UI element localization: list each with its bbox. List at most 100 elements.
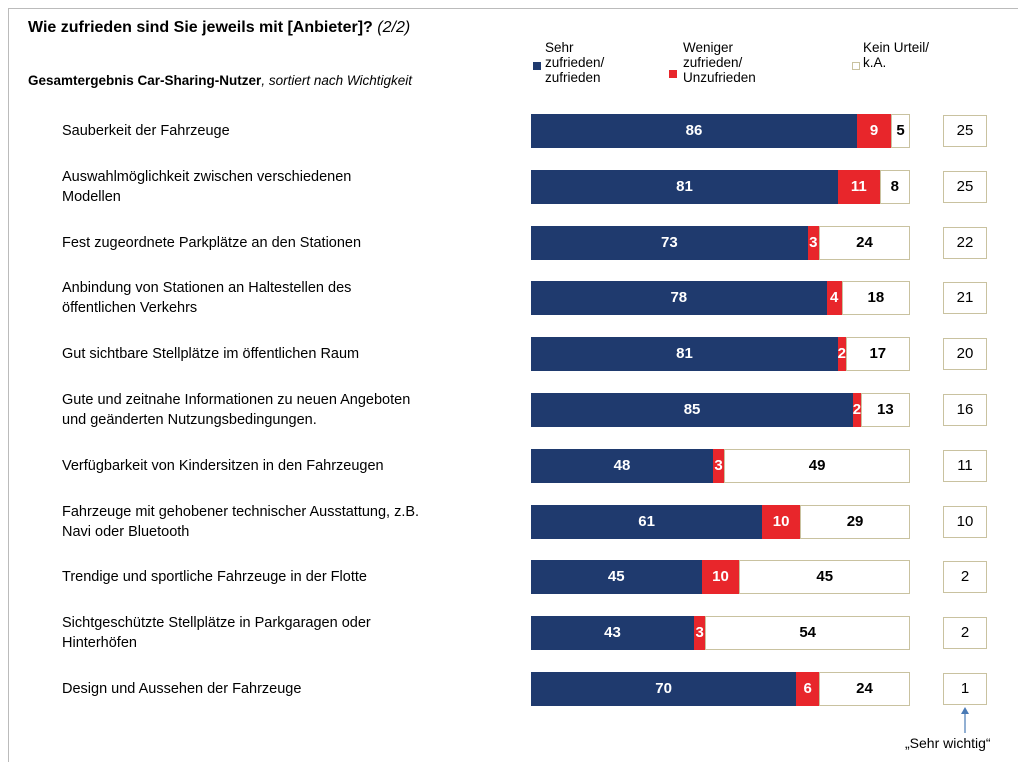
bar-segment bbox=[853, 393, 861, 427]
bar-segment bbox=[879, 169, 910, 204]
bar-value-label: 54 bbox=[799, 624, 816, 642]
category-label: Sichtgeschützte Stellplätze in Parkgarag… bbox=[62, 615, 371, 652]
bar-segment bbox=[531, 114, 857, 148]
bar-segment bbox=[701, 560, 740, 595]
category-label: Trendige und sportliche Fahrzeuge in der… bbox=[62, 569, 367, 586]
bar-segment bbox=[819, 225, 910, 260]
bar-value-label: 3 bbox=[695, 624, 704, 642]
bar-value-label: 10 bbox=[772, 512, 790, 530]
importance-box: 25 bbox=[943, 170, 987, 203]
bar-value-label: 24 bbox=[856, 680, 873, 697]
subtitle: Gesamtergebnis Car-Sharing-Nutzer bbox=[28, 73, 262, 88]
category-label: Verfügbarkeit von Kindersitzen in den Fa… bbox=[62, 457, 384, 474]
importance-box: 21 bbox=[943, 282, 987, 315]
bar-segment bbox=[762, 504, 801, 539]
category-label: Fahrzeuge mit gehobener technischer Auss… bbox=[62, 503, 420, 540]
importance-box: 20 bbox=[943, 338, 987, 371]
bar-segment bbox=[807, 225, 820, 260]
importance-box: 2 bbox=[943, 561, 987, 594]
annotation-arrow bbox=[961, 707, 969, 733]
bar-value-label: 5 bbox=[896, 122, 905, 139]
bar-value-label: 29 bbox=[846, 512, 864, 530]
bar-segment bbox=[531, 281, 827, 316]
bar-value-label: 49 bbox=[808, 456, 826, 474]
bar-value-label: 8 bbox=[890, 177, 899, 195]
bar-segment bbox=[819, 672, 910, 706]
title-suffix: (2/2) bbox=[377, 19, 411, 36]
bar-segment bbox=[531, 225, 808, 260]
importance-box: 10 bbox=[943, 505, 987, 538]
bar-value-label: 6 bbox=[803, 680, 812, 697]
category-label: Anbindung von Stationen an Haltestellen … bbox=[62, 280, 352, 317]
bar-value-label: 18 bbox=[867, 289, 885, 307]
title-block: Wie zufrieden sind Sie jeweils mit [Anbi… bbox=[28, 19, 410, 37]
importance-box: 2 bbox=[943, 617, 987, 650]
bar-value-label: 11 bbox=[850, 177, 867, 195]
bar-segment bbox=[531, 560, 702, 595]
importance-box: 25 bbox=[943, 115, 987, 147]
bar-segment bbox=[724, 448, 910, 483]
bar-value-label: 13 bbox=[877, 401, 894, 418]
bar-segment bbox=[531, 448, 713, 483]
bar-segment bbox=[837, 169, 880, 204]
bar-value-label: 81 bbox=[676, 345, 693, 363]
bar-segment bbox=[705, 616, 910, 651]
bar-segment bbox=[531, 169, 838, 204]
bar-value-label: 10 bbox=[712, 568, 729, 586]
bar-segment bbox=[837, 337, 846, 372]
legend-label: Sehr zufrieden/ zufrieden bbox=[545, 40, 605, 85]
legend-swatch bbox=[852, 62, 860, 70]
importance-box: 22 bbox=[943, 226, 987, 259]
bar-value-label: 70 bbox=[655, 680, 672, 697]
legend-swatch bbox=[533, 62, 541, 70]
bar-value-label: 3 bbox=[809, 233, 818, 251]
bar-segment bbox=[531, 672, 797, 706]
bar-value-label: 2 bbox=[852, 401, 862, 418]
subtitle-suffix: , sortiert nach Wichtigkeit bbox=[261, 73, 412, 88]
bar-value-label: 86 bbox=[685, 122, 703, 139]
category-label: Fest zugeordnete Parkplätze an den Stati… bbox=[62, 234, 362, 251]
bar-value-label: 45 bbox=[607, 568, 625, 586]
bar-value-label: 2 bbox=[837, 345, 846, 363]
bar-segment bbox=[845, 337, 910, 372]
bar-segment bbox=[860, 393, 910, 427]
bar-value-label: 43 bbox=[604, 624, 621, 642]
importance-box: 11 bbox=[943, 449, 987, 482]
bar-segment bbox=[712, 448, 725, 483]
bar-segment bbox=[800, 504, 910, 539]
frame-top bbox=[8, 8, 1018, 9]
frame-left bbox=[8, 8, 9, 762]
bar-segment bbox=[693, 616, 706, 651]
importance-box: 16 bbox=[943, 394, 987, 426]
bar-segment bbox=[891, 114, 910, 148]
bar-value-label: 45 bbox=[816, 568, 834, 586]
legend-label: Weniger zufrieden/ Unzufrieden bbox=[683, 40, 756, 85]
bar-value-label: 85 bbox=[683, 401, 701, 418]
importance-box: 1 bbox=[943, 673, 987, 705]
bar-value-label: 4 bbox=[830, 289, 839, 307]
bar-segment bbox=[739, 560, 910, 595]
category-label: Gute und zeitnahe Informationen zu neuen… bbox=[62, 392, 411, 428]
bar-value-label: 48 bbox=[613, 456, 631, 474]
bar-segment bbox=[531, 393, 854, 427]
title: Wie zufrieden sind Sie jeweils mit [Anbi… bbox=[28, 19, 373, 36]
bar-value-label: 61 bbox=[638, 512, 655, 530]
bar-value-label: 17 bbox=[869, 345, 887, 363]
legend-swatch bbox=[669, 70, 677, 78]
bar-segment bbox=[841, 281, 910, 316]
category-label: Gut sichtbare Stellplätze im öffentliche… bbox=[62, 346, 360, 363]
bar-value-label: 9 bbox=[869, 122, 879, 139]
subtitle-block: Gesamtergebnis Car-Sharing-Nutzer, sorti… bbox=[28, 73, 412, 88]
bar-segment bbox=[531, 616, 694, 651]
bar-value-label: 78 bbox=[670, 289, 688, 307]
bar-segment bbox=[531, 337, 838, 372]
bar-value-label: 81 bbox=[676, 177, 693, 195]
category-label: Design und Aussehen der Fahrzeuge bbox=[62, 681, 302, 697]
bar-segment bbox=[826, 281, 842, 316]
annotation: „Sehr wichtig“ bbox=[905, 735, 991, 751]
bar-value-label: 73 bbox=[660, 233, 678, 251]
category-label: Sauberkeit der Fahrzeuge bbox=[62, 123, 230, 139]
bar-value-label: 3 bbox=[714, 456, 723, 474]
bar-segment bbox=[856, 114, 892, 148]
